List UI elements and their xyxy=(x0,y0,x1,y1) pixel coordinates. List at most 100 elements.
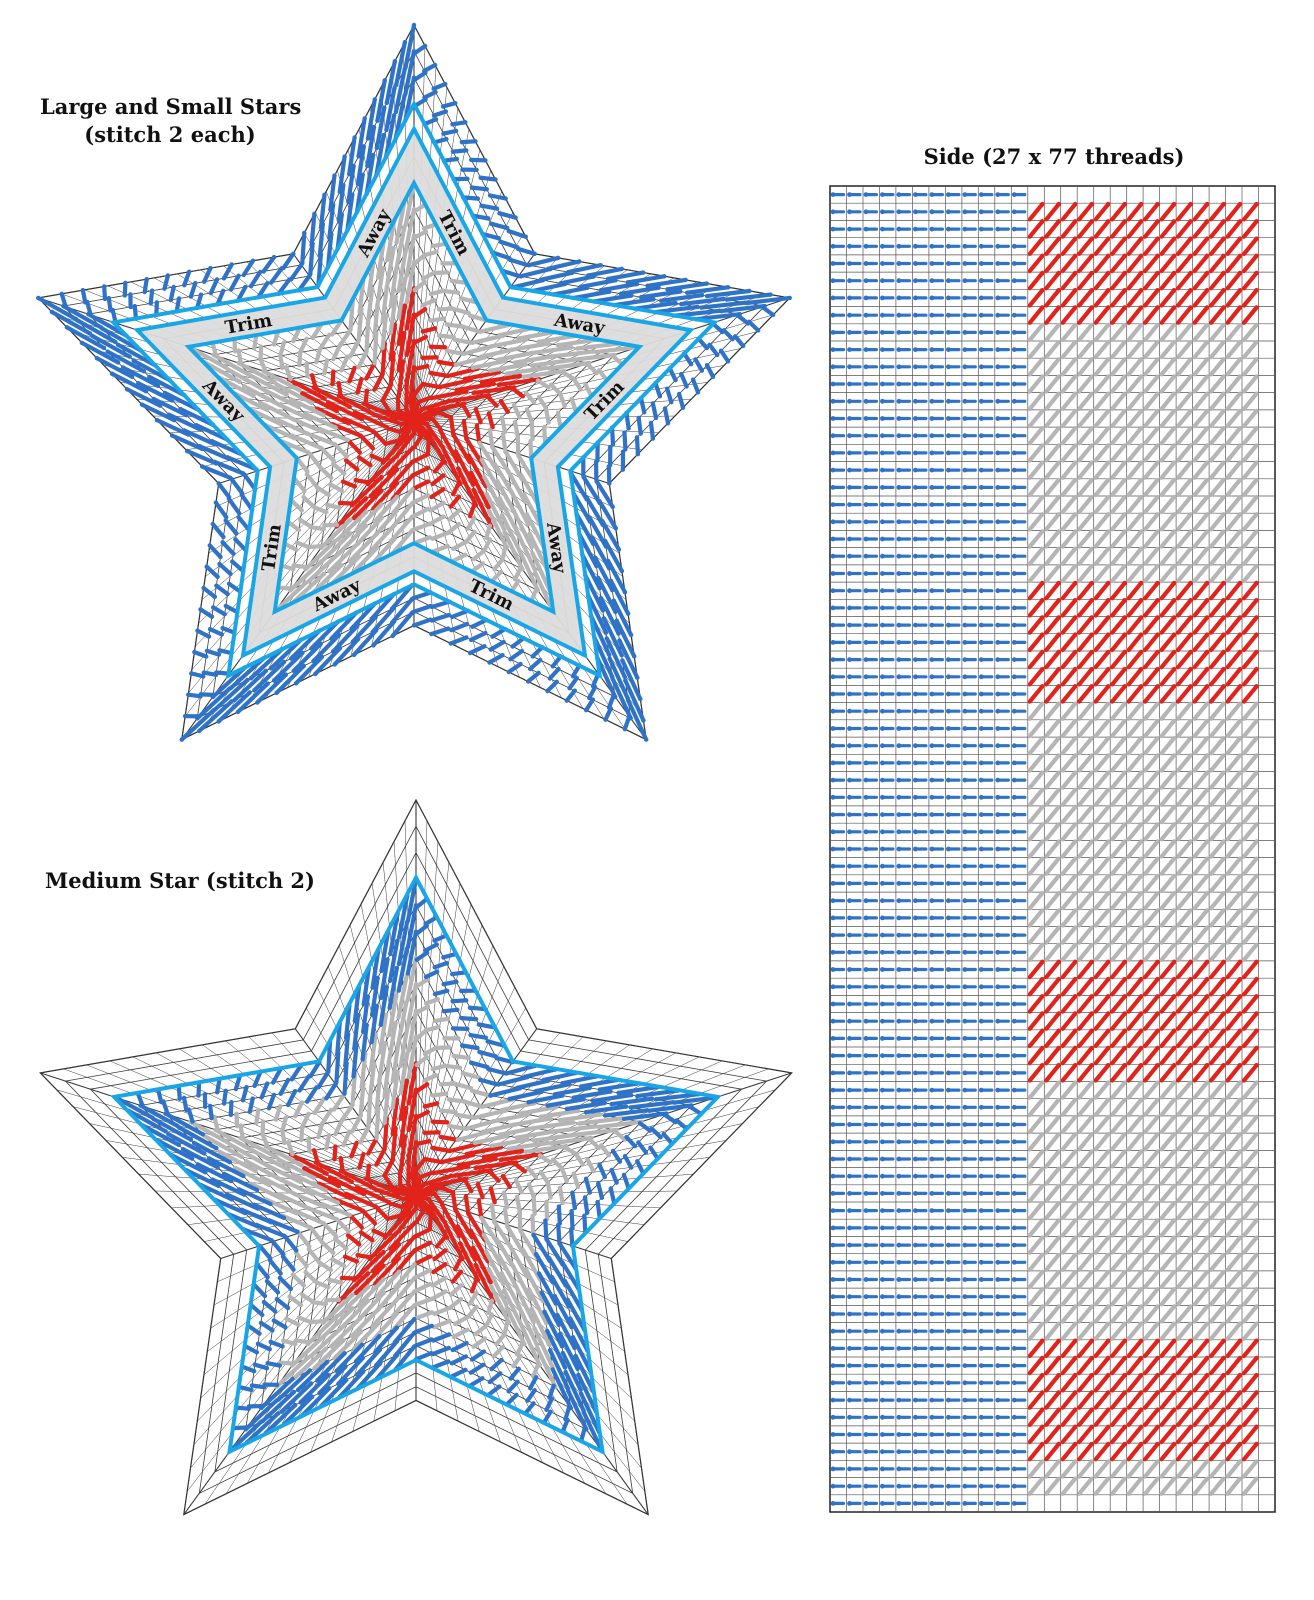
stitch xyxy=(394,225,407,272)
stitch xyxy=(305,1313,340,1347)
stitch xyxy=(479,373,523,384)
stitch-dot xyxy=(721,328,727,333)
stitch-dot xyxy=(388,330,393,335)
stitch-dot xyxy=(307,1244,312,1249)
stitch-dot xyxy=(474,1304,479,1310)
stitch xyxy=(357,1152,366,1170)
stitch-dot xyxy=(290,1361,295,1366)
stitch-dot xyxy=(962,330,968,335)
grid-spoke xyxy=(415,1194,649,1515)
stitch xyxy=(601,616,624,658)
stitch xyxy=(216,690,252,724)
stitch-dot xyxy=(49,309,55,315)
stitch-dot xyxy=(1171,305,1177,310)
stitch-dot xyxy=(140,1103,145,1108)
stitch-dot xyxy=(377,1334,382,1339)
stitch xyxy=(113,1095,155,1120)
stitch-dot xyxy=(371,152,376,158)
stitch xyxy=(653,381,663,399)
stitch-dot xyxy=(148,301,153,306)
stitch-dot xyxy=(281,1252,286,1257)
stitch xyxy=(356,351,368,370)
stitch xyxy=(511,1264,533,1302)
stitch xyxy=(308,1059,322,1079)
stitch-dot xyxy=(412,366,417,372)
stitch xyxy=(364,362,376,381)
stitch-dot xyxy=(422,1130,428,1136)
stitch xyxy=(269,266,284,285)
large-star-subtitle: (stitch 2 each) xyxy=(84,122,256,147)
stitch-dot xyxy=(387,978,393,983)
stitch-dot xyxy=(478,419,483,425)
stitch xyxy=(598,595,621,636)
stitch-dot xyxy=(443,1248,448,1253)
stitch-dot xyxy=(512,419,518,425)
stitch xyxy=(320,447,336,463)
stitch-dot xyxy=(523,362,528,367)
stitch-dot xyxy=(306,545,311,550)
grid-line xyxy=(413,419,605,719)
stitch-dot xyxy=(962,381,968,387)
stitch xyxy=(267,1258,283,1276)
stitch-dot xyxy=(193,281,198,286)
stitch-dot xyxy=(403,249,408,254)
stitch-dot xyxy=(381,1249,386,1255)
stitch xyxy=(202,1133,244,1159)
stitch-dot xyxy=(441,459,446,464)
stitch xyxy=(431,1176,469,1188)
stitch xyxy=(622,430,628,452)
stitch xyxy=(1208,202,1226,222)
stitch-dot xyxy=(330,1257,335,1262)
stitch xyxy=(326,1039,333,1074)
stitch xyxy=(460,1043,480,1051)
stitch-dot xyxy=(332,173,337,178)
stitch-dot xyxy=(431,1183,436,1188)
stitch-dot xyxy=(372,334,377,339)
stitch-dot xyxy=(394,1311,399,1317)
stitch-dot xyxy=(372,360,377,366)
stitch-dot xyxy=(830,330,836,335)
stitch-dot xyxy=(1072,236,1078,241)
stitch-dot xyxy=(367,1095,373,1101)
stitch-dot xyxy=(201,670,207,675)
stitch-dot xyxy=(597,499,602,504)
stitch-dot xyxy=(356,455,362,460)
stitch-dot xyxy=(362,116,367,121)
stitch-dot xyxy=(124,387,130,392)
stitch-dot xyxy=(243,1159,249,1164)
stitch xyxy=(336,183,346,223)
grid-line xyxy=(413,419,520,678)
stitch-dot xyxy=(585,362,591,367)
stitch-dot xyxy=(215,1165,220,1170)
stitch-dot xyxy=(204,654,209,659)
stitch xyxy=(467,1005,487,1012)
stitch-dot xyxy=(511,1122,517,1127)
stitch-dot xyxy=(328,1175,333,1180)
stitch xyxy=(704,288,752,299)
stitch xyxy=(498,1152,544,1162)
stitch-dot xyxy=(441,131,446,136)
stitch xyxy=(166,1132,207,1156)
stitch-dot xyxy=(611,693,616,699)
stitch-dot xyxy=(393,294,398,299)
stitch-dot xyxy=(391,245,396,251)
stitch-dot xyxy=(880,398,885,404)
stitch xyxy=(549,1275,571,1309)
stitch xyxy=(333,443,349,459)
stitch-dot xyxy=(317,346,323,352)
stitch xyxy=(179,708,216,742)
stitch-dot xyxy=(345,437,350,443)
stitch xyxy=(365,97,377,141)
stitch-dot xyxy=(595,1199,600,1205)
stitch-dot xyxy=(519,1111,524,1116)
stitch-dot xyxy=(520,394,525,399)
stitch-dot xyxy=(1089,305,1094,310)
stitch xyxy=(214,583,230,597)
stitch-dot xyxy=(398,1116,403,1121)
stitch-dot xyxy=(229,1197,234,1202)
stitch xyxy=(332,1329,364,1361)
stitch-dot xyxy=(459,324,465,329)
stitch-dot xyxy=(502,1288,507,1293)
stitch-dot xyxy=(270,1328,275,1333)
stitch-dot xyxy=(490,344,495,349)
